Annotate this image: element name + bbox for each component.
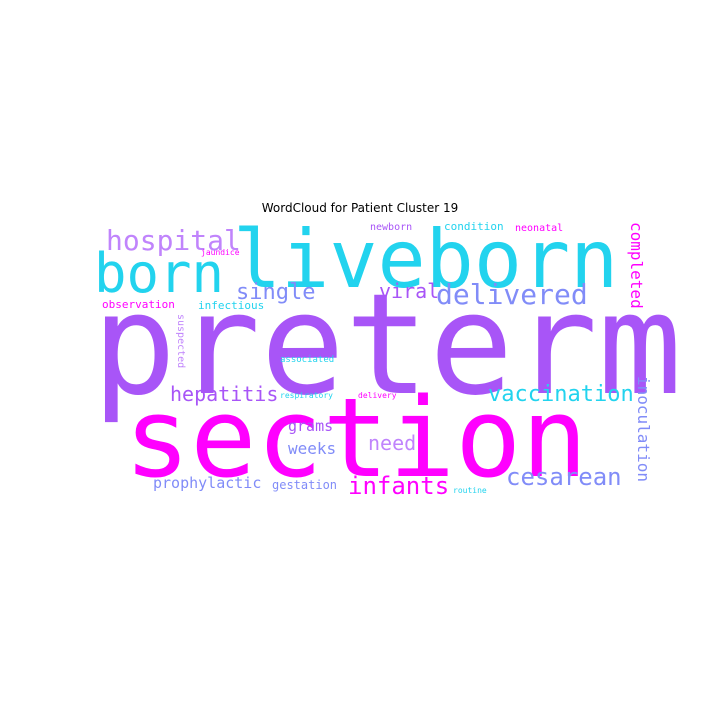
word-cesarean: cesarean bbox=[506, 463, 622, 491]
word-respiratory: respiratory bbox=[280, 391, 333, 400]
word-born: born bbox=[94, 242, 224, 305]
word-need: need bbox=[368, 431, 416, 455]
word-liveborn: liveborn bbox=[233, 213, 618, 306]
word-section: section bbox=[124, 374, 588, 502]
word-vaccination: vaccination bbox=[488, 382, 634, 407]
word-neonatal: neonatal bbox=[515, 223, 563, 234]
word-viral: viral bbox=[379, 279, 439, 303]
word-delivery: delivery bbox=[358, 391, 397, 400]
word-delivered: delivered bbox=[436, 278, 588, 311]
word-observation: observation bbox=[102, 298, 175, 311]
word-hospital: hospital bbox=[106, 224, 241, 257]
word-completed: completed bbox=[627, 222, 646, 309]
word-infectious: infectious bbox=[198, 299, 264, 312]
word-jaundice: jaundice bbox=[201, 248, 240, 257]
word-infants: infants bbox=[348, 472, 449, 500]
word-inoculation: inoculation bbox=[634, 376, 653, 482]
word-gestation: gestation bbox=[272, 478, 337, 492]
word-preterm: preterm bbox=[92, 264, 682, 427]
word-condition: condition bbox=[444, 220, 504, 233]
word-newborn: newborn bbox=[370, 222, 412, 233]
word-associated: associated bbox=[280, 355, 334, 365]
word-weeks: weeks bbox=[288, 439, 336, 458]
word-grams: grams bbox=[288, 417, 333, 435]
word-prophylactic: prophylactic bbox=[153, 474, 261, 492]
word-single: single bbox=[236, 280, 315, 305]
word-hepatitis: hepatitis bbox=[170, 382, 278, 406]
chart-title: WordCloud for Patient Cluster 19 bbox=[261, 201, 459, 215]
word-suspected: suspected bbox=[175, 314, 186, 368]
word-routine: routine bbox=[453, 486, 487, 495]
